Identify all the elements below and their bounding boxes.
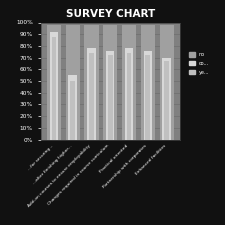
- Bar: [127, 53, 131, 140]
- Bar: [160, 25, 174, 140]
- Bar: [146, 55, 150, 140]
- Bar: [87, 48, 96, 140]
- Text: ...for securing...: ...for securing...: [27, 144, 54, 171]
- Text: Enhanced facilities: Enhanced facilities: [135, 144, 167, 176]
- Bar: [141, 25, 155, 140]
- Bar: [47, 25, 61, 140]
- Bar: [84, 25, 99, 140]
- Text: Add-on courses to ensure employability: Add-on courses to ensure employability: [27, 144, 91, 208]
- Bar: [164, 61, 169, 140]
- Bar: [68, 75, 77, 140]
- Bar: [89, 53, 94, 140]
- Bar: [106, 51, 115, 140]
- Text: Partnership with corporates: Partnership with corporates: [102, 144, 148, 189]
- Bar: [162, 58, 171, 140]
- Bar: [70, 81, 75, 140]
- Text: Changes required in course curriculum: Changes required in course curriculum: [48, 144, 110, 206]
- Text: Practical oriented: Practical oriented: [99, 144, 129, 174]
- Bar: [125, 48, 133, 140]
- Bar: [108, 55, 112, 140]
- Title: SURVEY CHART: SURVEY CHART: [66, 9, 155, 19]
- Bar: [103, 25, 117, 140]
- Bar: [144, 51, 152, 140]
- Legend: no, co..., ye...: no, co..., ye...: [188, 51, 210, 76]
- Bar: [52, 36, 56, 140]
- Bar: [50, 32, 58, 140]
- Bar: [66, 25, 80, 140]
- Text: ...after finishing higher...: ...after finishing higher...: [32, 144, 73, 184]
- Bar: [122, 25, 136, 140]
